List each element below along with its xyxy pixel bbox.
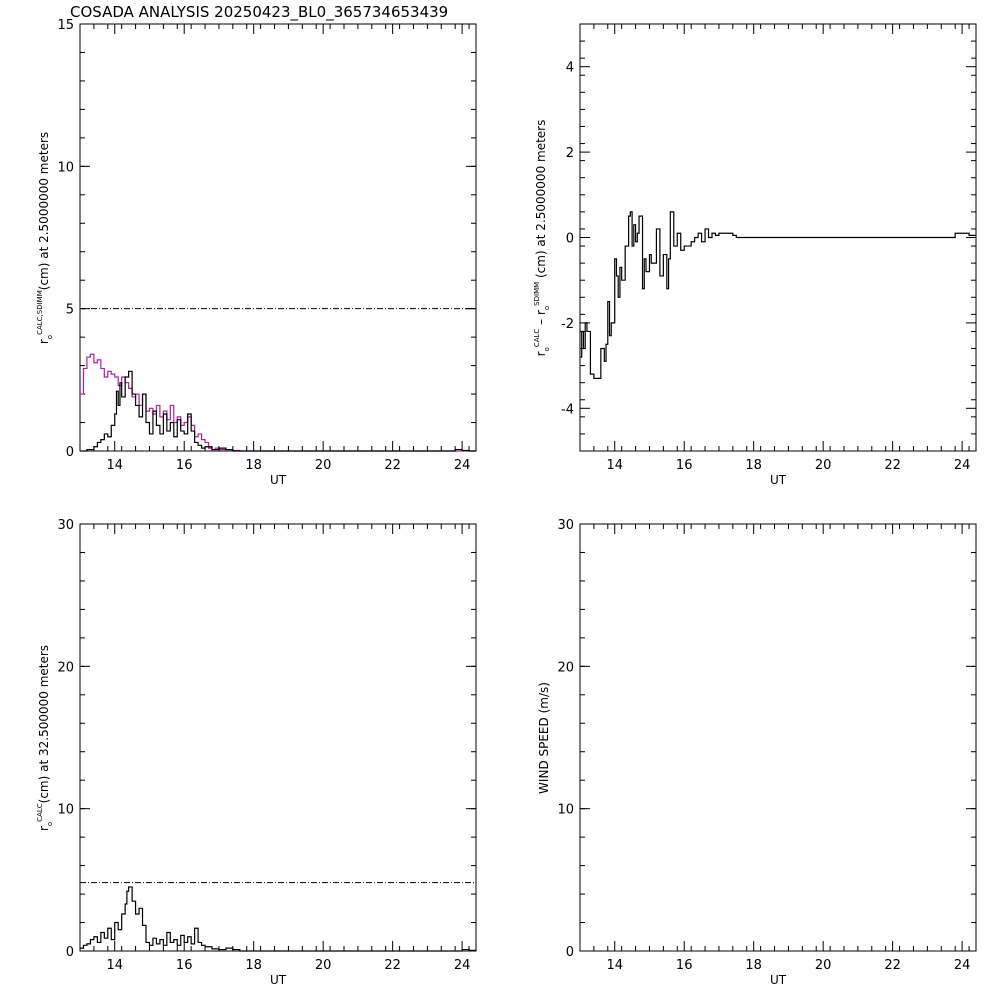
y-label-sub: o xyxy=(46,335,54,339)
x-tick-label: 22 xyxy=(384,458,401,473)
y-axis-label: roCALC,SDIMM(cm) at 2.5000000 meters xyxy=(36,132,54,344)
plot-frame xyxy=(579,523,977,952)
y-tick-label: 0 xyxy=(566,945,574,960)
y-label-rest: (cm) at 2.5000000 meters xyxy=(37,132,51,290)
y-tick-label: 20 xyxy=(557,660,574,675)
y-label-rest: (cm) at 2.5000000 meters xyxy=(534,120,548,282)
x-tick-label: 16 xyxy=(176,958,193,973)
x-tick-label: 16 xyxy=(176,458,193,473)
y-tick-label: 0 xyxy=(566,232,574,247)
x-tick-label: 14 xyxy=(106,458,123,473)
y-label-base: r xyxy=(37,826,51,831)
y-label-sub: o xyxy=(46,822,54,826)
panel-bottom-right: 14 16 18 20 22 24 0 10 20 30 UT WIND SPEED (m/s) xyxy=(537,518,977,987)
x-tick-label: 14 xyxy=(606,958,623,973)
y-tick-label: 20 xyxy=(57,660,74,675)
x-tick-label: 24 xyxy=(954,458,971,473)
x-axis-label: UT xyxy=(770,973,787,987)
y-label-base: r xyxy=(534,351,548,356)
y-tick-label: 15 xyxy=(57,18,74,33)
y-tick-label: 2 xyxy=(566,146,574,161)
y-axis-label: roCALC – roSDIMM (cm) at 2.5000000 meter… xyxy=(533,120,551,357)
series-line-0 xyxy=(80,353,476,452)
x-tick-label: 24 xyxy=(454,958,471,973)
y-label-rest: (cm) at 32.500000 meters xyxy=(37,645,51,803)
figure-title: COSADA ANALYSIS 20250423_BL0_36573465343… xyxy=(70,3,448,22)
y-tick-label: 0 xyxy=(66,445,74,460)
x-axis-label: UT xyxy=(270,973,287,987)
series-line-0 xyxy=(580,211,976,380)
panel-bottom-left: 14 16 18 20 22 24 0 10 20 30 UT roCALC(cm) at 32.50… xyxy=(36,518,477,987)
y-axis-label: roCALC(cm) at 32.500000 meters xyxy=(36,645,54,831)
plot-frame xyxy=(79,523,477,952)
y-label-sup: CALC xyxy=(533,329,541,348)
y-tick-label: -4 xyxy=(561,402,574,417)
x-tick-label: 16 xyxy=(676,458,693,473)
x-tick-label: 22 xyxy=(384,958,401,973)
y-label-sup: CALC xyxy=(36,803,44,822)
y-tick-label: 10 xyxy=(557,803,574,818)
x-axis-label: UT xyxy=(270,473,287,487)
y-tick-label: 10 xyxy=(57,160,74,175)
series-line-0 xyxy=(80,886,477,952)
y-tick-label: 10 xyxy=(57,803,74,818)
y-tick-label: 30 xyxy=(57,518,74,533)
y-tick-label: 30 xyxy=(557,518,574,533)
y-label-base: r xyxy=(37,339,51,344)
plot-frame xyxy=(79,23,477,452)
x-tick-label: 24 xyxy=(954,958,971,973)
x-tick-label: 18 xyxy=(245,958,262,973)
y-axis-label: WIND SPEED (m/s) xyxy=(537,682,551,794)
y-label-sub: o xyxy=(543,347,551,351)
y-tick-label: 0 xyxy=(66,945,74,960)
y-label-sup2: SDIMM xyxy=(533,282,541,306)
x-tick-label: 22 xyxy=(884,458,901,473)
x-tick-label: 20 xyxy=(815,958,832,973)
y-tick-label: -2 xyxy=(561,317,574,332)
y-label-mid: – r xyxy=(534,310,548,329)
x-tick-label: 18 xyxy=(745,958,762,973)
x-tick-label: 20 xyxy=(315,458,332,473)
y-label-base: WIND SPEED (m/s) xyxy=(537,682,551,794)
x-tick-label: 16 xyxy=(676,958,693,973)
x-tick-label: 18 xyxy=(745,458,762,473)
x-tick-label: 24 xyxy=(454,458,471,473)
series-line-1 xyxy=(80,370,476,452)
x-tick-label: 14 xyxy=(106,958,123,973)
x-tick-label: 22 xyxy=(884,958,901,973)
panel-top-left: 14 16 18 20 22 24 0 5 10 15 UT roCALC,SDIMM(cm) at … xyxy=(36,18,477,487)
x-tick-label: 20 xyxy=(815,458,832,473)
x-axis-label: UT xyxy=(770,473,787,487)
y-label-sub2: o xyxy=(543,306,551,310)
x-tick-label: 18 xyxy=(245,458,262,473)
x-tick-label: 14 xyxy=(606,458,623,473)
y-tick-label: 5 xyxy=(66,303,74,318)
y-label-sup: CALC,SDIMM xyxy=(36,290,44,335)
x-tick-label: 20 xyxy=(315,958,332,973)
y-tick-label: 4 xyxy=(566,61,574,76)
